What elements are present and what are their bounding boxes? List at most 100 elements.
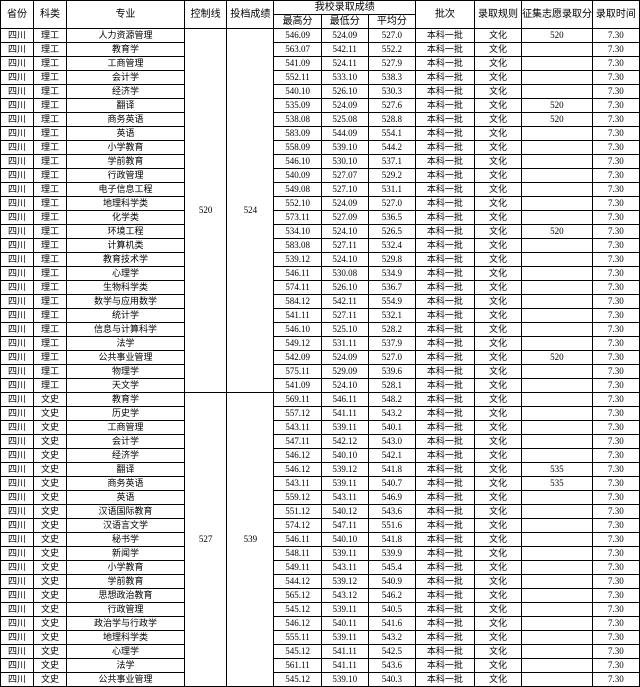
cell-avg: 554.1 bbox=[368, 127, 415, 141]
cell-collect bbox=[522, 127, 593, 141]
table-row: 四川理工公共事业管理542.09524.09527.0本科一批文化5207.30 bbox=[1, 351, 640, 365]
cell-batch: 本科一批 bbox=[415, 351, 474, 365]
cell-avg: 528.1 bbox=[368, 379, 415, 393]
table-row: 四川理工教育学563.07542.11552.2本科一批文化7.30 bbox=[1, 43, 640, 57]
cell-rule: 文化 bbox=[474, 603, 521, 617]
cell-avg: 537.9 bbox=[368, 337, 415, 351]
cell-category: 文史 bbox=[34, 575, 67, 589]
cell-avg: 543.6 bbox=[368, 505, 415, 519]
cell-rule: 文化 bbox=[474, 85, 521, 99]
cell-province: 四川 bbox=[1, 421, 34, 435]
cell-avg: 552.2 bbox=[368, 43, 415, 57]
cell-province: 四川 bbox=[1, 393, 34, 407]
cell-batch: 本科一批 bbox=[415, 673, 474, 687]
cell-min: 540.10 bbox=[321, 533, 368, 547]
cell-category: 理工 bbox=[34, 183, 67, 197]
table-row: 四川文史政治学与行政学546.12540.11541.6本科一批文化7.30 bbox=[1, 617, 640, 631]
cell-collect bbox=[522, 337, 593, 351]
cell-avg: 540.5 bbox=[368, 603, 415, 617]
cell-avg: 543.6 bbox=[368, 659, 415, 673]
cell-rule: 文化 bbox=[474, 337, 521, 351]
cell-category: 理工 bbox=[34, 197, 67, 211]
cell-max: 546.12 bbox=[274, 617, 321, 631]
table-row: 四川理工工商管理541.09524.11527.9本科一批文化7.30 bbox=[1, 57, 640, 71]
cell-avg: 543.0 bbox=[368, 435, 415, 449]
cell-category: 文史 bbox=[34, 673, 67, 687]
cell-max: 584.12 bbox=[274, 295, 321, 309]
cell-max: 549.12 bbox=[274, 337, 321, 351]
cell-batch: 本科一批 bbox=[415, 337, 474, 351]
cell-category: 理工 bbox=[34, 351, 67, 365]
cell-time: 7.30 bbox=[592, 57, 639, 71]
cell-max: 583.09 bbox=[274, 127, 321, 141]
cell-rule: 文化 bbox=[474, 379, 521, 393]
cell-time: 7.30 bbox=[592, 239, 639, 253]
cell-rule: 文化 bbox=[474, 393, 521, 407]
cell-avg: 546.9 bbox=[368, 491, 415, 505]
cell-province: 四川 bbox=[1, 323, 34, 337]
table-row: 四川文史经济学546.12540.10542.1本科一批文化7.30 bbox=[1, 449, 640, 463]
cell-rule: 文化 bbox=[474, 505, 521, 519]
cell-max: 551.12 bbox=[274, 505, 321, 519]
cell-collect: 535 bbox=[522, 463, 593, 477]
cell-max: 545.12 bbox=[274, 673, 321, 687]
table-row: 四川理工计算机类583.08527.11532.4本科一批文化7.30 bbox=[1, 239, 640, 253]
cell-category: 文史 bbox=[34, 659, 67, 673]
cell-max: 542.09 bbox=[274, 351, 321, 365]
cell-time: 7.30 bbox=[592, 323, 639, 337]
cell-major: 信息与计算科学 bbox=[67, 323, 185, 337]
cell-province: 四川 bbox=[1, 99, 34, 113]
cell-rule: 文化 bbox=[474, 71, 521, 85]
cell-batch: 本科一批 bbox=[415, 169, 474, 183]
cell-rule: 文化 bbox=[474, 155, 521, 169]
cell-major: 计算机类 bbox=[67, 239, 185, 253]
cell-collect bbox=[522, 141, 593, 155]
cell-province: 四川 bbox=[1, 379, 34, 393]
admission-table: 省份 科类 专业 控制线 投档成绩 我校录取成绩 批次 录取规则 征集志愿录取分… bbox=[0, 0, 640, 687]
cell-province: 四川 bbox=[1, 29, 34, 43]
th-min: 最低分 bbox=[321, 15, 368, 29]
cell-batch: 本科一批 bbox=[415, 659, 474, 673]
cell-rule: 文化 bbox=[474, 519, 521, 533]
cell-max: 549.11 bbox=[274, 561, 321, 575]
cell-collect: 520 bbox=[522, 113, 593, 127]
cell-major: 政治学与行政学 bbox=[67, 617, 185, 631]
cell-time: 7.30 bbox=[592, 197, 639, 211]
cell-batch: 本科一批 bbox=[415, 71, 474, 85]
cell-avg: 527.9 bbox=[368, 57, 415, 71]
cell-batch: 本科一批 bbox=[415, 561, 474, 575]
cell-rule: 文化 bbox=[474, 561, 521, 575]
cell-major: 地理科学类 bbox=[67, 197, 185, 211]
cell-collect bbox=[522, 85, 593, 99]
table-row: 四川文史历史学557.12541.11543.2本科一批文化7.30 bbox=[1, 407, 640, 421]
cell-min: 541.11 bbox=[321, 645, 368, 659]
cell-batch: 本科一批 bbox=[415, 183, 474, 197]
cell-max: 546.10 bbox=[274, 323, 321, 337]
cell-rule: 文化 bbox=[474, 295, 521, 309]
cell-major: 英语 bbox=[67, 491, 185, 505]
cell-time: 7.30 bbox=[592, 337, 639, 351]
cell-max: 543.11 bbox=[274, 421, 321, 435]
cell-min: 524.09 bbox=[321, 197, 368, 211]
cell-collect bbox=[522, 645, 593, 659]
cell-min: 540.11 bbox=[321, 617, 368, 631]
cell-min: 542.12 bbox=[321, 435, 368, 449]
cell-avg: 536.7 bbox=[368, 281, 415, 295]
table-row: 四川理工学前教育546.10530.10537.1本科一批文化7.30 bbox=[1, 155, 640, 169]
cell-category: 文史 bbox=[34, 491, 67, 505]
cell-province: 四川 bbox=[1, 85, 34, 99]
cell-rule: 文化 bbox=[474, 309, 521, 323]
cell-batch: 本科一批 bbox=[415, 225, 474, 239]
cell-batch: 本科一批 bbox=[415, 463, 474, 477]
cell-collect bbox=[522, 617, 593, 631]
cell-collect bbox=[522, 449, 593, 463]
cell-province: 四川 bbox=[1, 477, 34, 491]
cell-min: 540.10 bbox=[321, 449, 368, 463]
cell-time: 7.30 bbox=[592, 393, 639, 407]
cell-rule: 文化 bbox=[474, 645, 521, 659]
cell-max: 540.09 bbox=[274, 169, 321, 183]
cell-avg: 539.6 bbox=[368, 365, 415, 379]
table-row: 四川文史商务英语543.11539.11540.7本科一批文化5357.30 bbox=[1, 477, 640, 491]
cell-category: 文史 bbox=[34, 533, 67, 547]
cell-collect bbox=[522, 589, 593, 603]
